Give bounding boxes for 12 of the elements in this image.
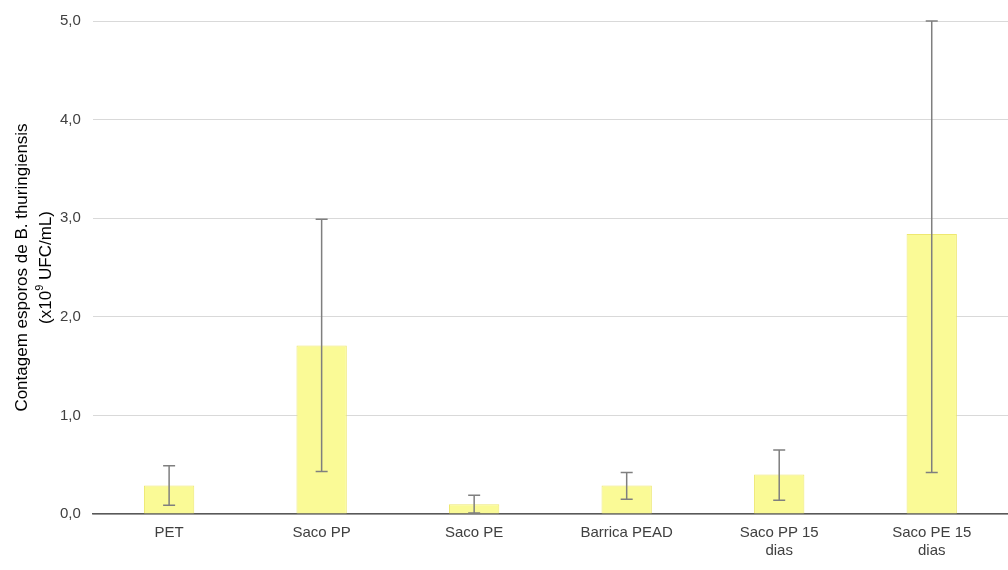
x-tick-label: Barrica PEAD bbox=[580, 523, 674, 541]
y-tick-label: 0,0 bbox=[59, 504, 81, 522]
y-tick-label: 3,0 bbox=[59, 208, 81, 226]
y-tick-label: 2,0 bbox=[59, 306, 81, 324]
x-tick-label: PET bbox=[154, 523, 184, 541]
x-tick-label: Saco PP 15 dias bbox=[739, 523, 819, 559]
x-tick-label: Saco PE bbox=[444, 523, 504, 541]
x-tick-label: Saco PP bbox=[292, 523, 351, 541]
y-tick-label: 1,0 bbox=[59, 405, 81, 423]
y-tick-label: 4,0 bbox=[59, 109, 81, 127]
y-tick-label: 5,0 bbox=[59, 11, 81, 29]
x-tick-label: Saco PE 15 dias bbox=[892, 523, 972, 559]
